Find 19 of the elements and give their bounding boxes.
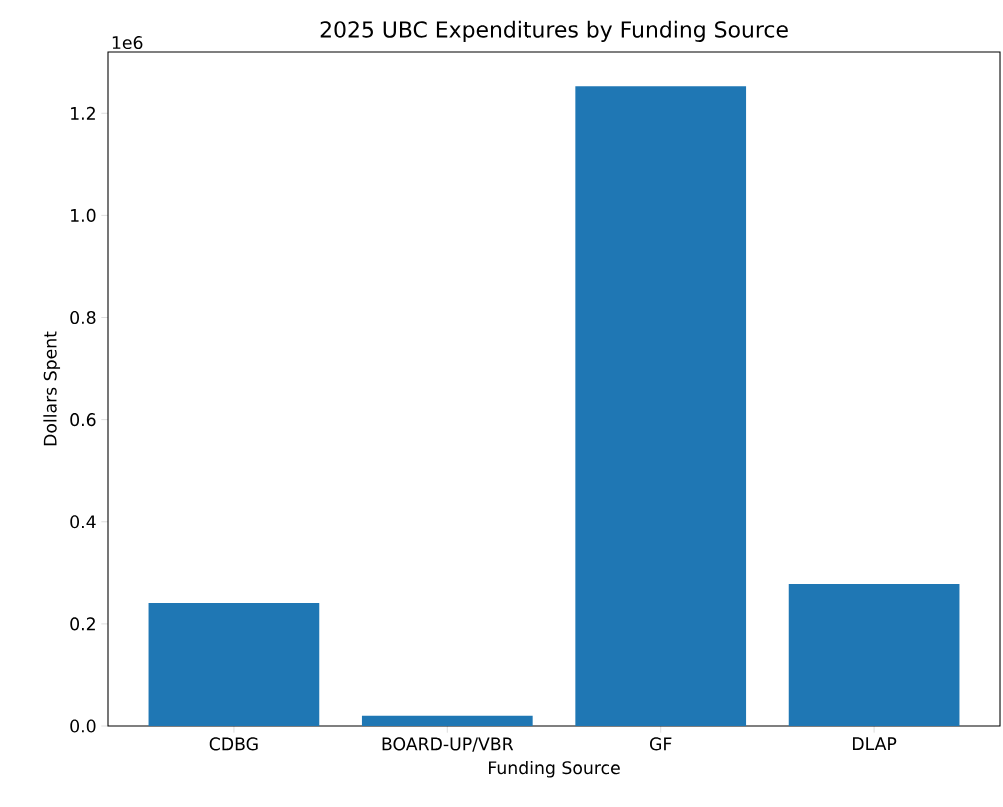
- y-axis-title: Dollars Spent: [43, 331, 61, 446]
- y-tick-label: 1.0: [71, 208, 96, 222]
- y-tick-label: 0.6: [70, 413, 96, 427]
- y-tick-label: 0.4: [70, 515, 96, 529]
- x-tick-label: DLAP: [853, 737, 897, 750]
- bar: [575, 86, 747, 726]
- chart-title: 2025 UBC Expenditures by Funding Source: [320, 20, 788, 42]
- bar: [788, 584, 960, 726]
- y-tick-label: 1.2: [71, 106, 95, 120]
- x-tick-label: BOARD-UP/VBR: [382, 737, 514, 752]
- y-tick-label: 0.8: [70, 310, 96, 325]
- x-axis-title: Funding Source: [489, 760, 620, 778]
- x-tick-label: GF: [650, 737, 672, 751]
- x-tick-label: CDBG: [209, 737, 258, 751]
- bar: [148, 602, 320, 726]
- text: 1e6: [112, 36, 143, 50]
- y-tick-label: 0.2: [70, 617, 95, 631]
- y-tick-label: 0.0: [70, 719, 96, 733]
- bar: [361, 715, 533, 726]
